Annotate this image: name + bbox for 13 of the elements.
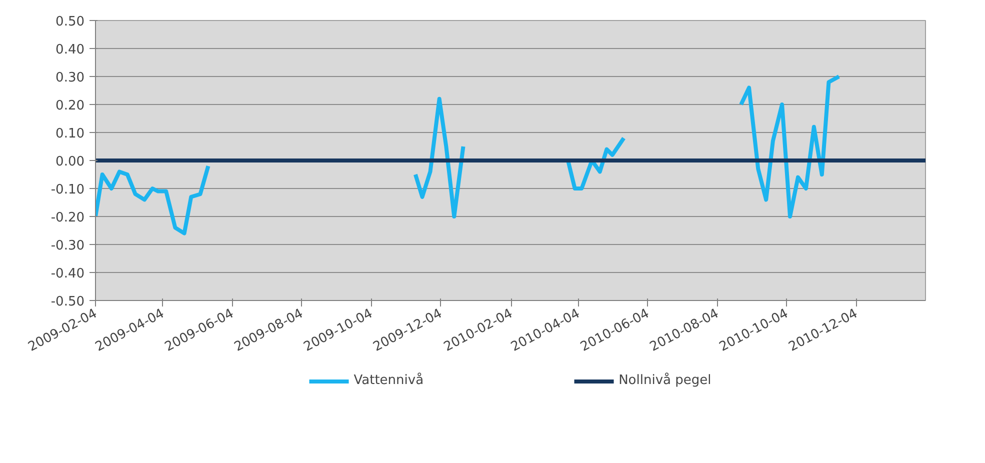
legend-label: Vattennivå xyxy=(354,373,424,388)
y-tick-label: -0.30 xyxy=(50,238,85,254)
y-tick-label: 0.20 xyxy=(56,98,85,114)
y-tick-label: -0.40 xyxy=(50,266,85,282)
y-tick-label: 0.00 xyxy=(56,154,85,170)
y-tick-label: -0.20 xyxy=(50,210,85,226)
y-tick-label: 0.50 xyxy=(56,14,85,30)
y-tick-label: 0.10 xyxy=(56,126,85,142)
y-tick-label: -0.10 xyxy=(50,182,85,198)
y-tick-label: 0.30 xyxy=(56,70,85,86)
y-tick-label: -0.50 xyxy=(50,294,85,310)
y-tick-label: 0.40 xyxy=(56,42,85,58)
legend-label: Nollnivå pegel xyxy=(618,373,712,388)
